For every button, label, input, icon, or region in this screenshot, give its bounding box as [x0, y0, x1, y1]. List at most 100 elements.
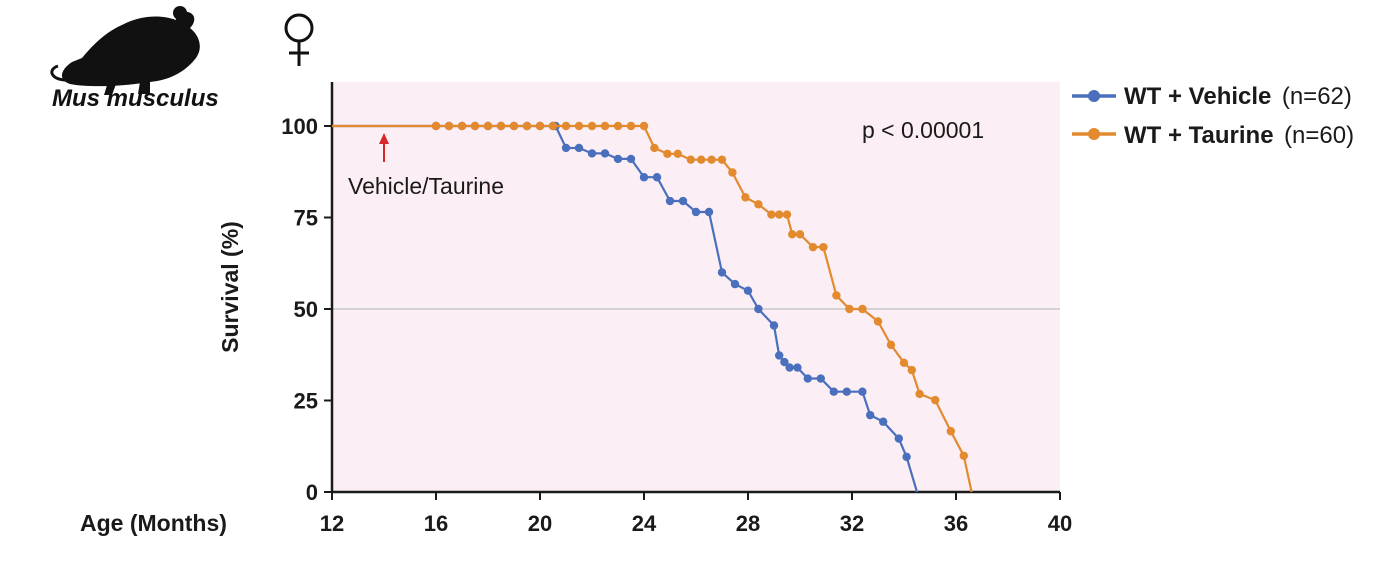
data-point: [470, 121, 480, 131]
data-point: [483, 121, 493, 131]
data-point: [866, 410, 875, 420]
data-point: [707, 155, 716, 164]
data-point: [845, 304, 854, 314]
legend-marker-vehicle: [1088, 90, 1100, 102]
data-point: [548, 121, 558, 131]
data-point: [907, 365, 916, 375]
data-point: [665, 196, 675, 206]
legend: WT + Vehicle (n=62) WT + Taurine (n=60): [1072, 83, 1354, 149]
y-tick-label: 0: [306, 480, 318, 505]
data-point: [574, 121, 584, 131]
data-point: [496, 121, 506, 131]
legend-marker-taurine: [1088, 128, 1100, 140]
data-point: [587, 121, 597, 131]
data-point: [873, 317, 883, 326]
y-tick-label: 25: [294, 389, 318, 414]
x-tick-label: 36: [944, 511, 968, 536]
data-point: [663, 149, 672, 159]
data-point: [775, 351, 784, 360]
legend-item-vehicle: WT + Vehicle (n=62): [1072, 83, 1352, 110]
legend-label-vehicle: WT + Vehicle: [1124, 83, 1271, 110]
data-point: [717, 155, 727, 164]
data-point: [600, 121, 610, 131]
data-point: [915, 389, 924, 399]
data-point: [785, 363, 794, 372]
data-point: [819, 242, 828, 252]
treatment-arrow: [379, 133, 389, 162]
data-point: [522, 121, 532, 131]
data-point: [816, 374, 825, 383]
data-point: [767, 210, 776, 219]
data-point: [788, 230, 797, 239]
axes: [330, 82, 1060, 494]
data-point: [535, 121, 545, 131]
data-point: [697, 155, 706, 164]
data-point: [858, 304, 867, 314]
data-point: [959, 451, 968, 460]
data-point: [931, 395, 940, 405]
data-point: [574, 143, 584, 153]
data-point: [894, 434, 903, 443]
data-point: [444, 121, 454, 131]
data-point: [678, 196, 688, 206]
series-layer: [332, 121, 973, 493]
data-point: [780, 357, 789, 367]
data-point: [879, 417, 888, 426]
svg-text:WT + Vehicle (n=62): WT + Vehicle (n=62): [1124, 83, 1352, 110]
data-point: [600, 149, 610, 158]
data-point: [673, 149, 682, 159]
data-point: [561, 143, 571, 153]
data-point: [457, 121, 467, 131]
x-tick-label: 12: [320, 511, 344, 536]
x-tick-label: 20: [528, 511, 552, 536]
treatment-label: Vehicle/Taurine: [348, 173, 504, 199]
x-tick-label: 32: [840, 511, 864, 536]
data-point: [842, 387, 851, 396]
x-tick-label: 16: [424, 511, 448, 536]
data-point: [886, 340, 896, 350]
data-point: [639, 121, 649, 131]
data-point: [431, 121, 441, 131]
data-point: [769, 321, 779, 330]
data-point: [741, 193, 750, 202]
data-point: [613, 154, 623, 164]
p-value-label: p < 0.00001: [862, 117, 984, 143]
data-point: [946, 427, 955, 436]
plot-background: [332, 82, 1060, 492]
legend-label-taurine: WT + Taurine: [1124, 122, 1274, 149]
data-point: [626, 121, 636, 131]
data-point: [730, 279, 740, 289]
data-point: [561, 121, 571, 131]
data-point: [829, 387, 838, 396]
legend-n-taurine: (n=60): [1284, 122, 1354, 149]
data-point: [743, 286, 753, 295]
data-point: [902, 452, 911, 462]
data-point: [704, 207, 714, 217]
data-point: [652, 173, 662, 182]
y-tick-label: 50: [294, 297, 318, 322]
y-tick-label: 75: [294, 206, 318, 231]
data-point: [832, 291, 841, 300]
x-tick-label: 28: [736, 511, 760, 536]
data-point: [775, 210, 784, 219]
data-point: [754, 304, 763, 314]
data-point: [728, 168, 737, 177]
series-taurine: [332, 121, 973, 493]
legend-item-taurine: WT + Taurine (n=60): [1072, 122, 1354, 149]
species-label: Mus musculus: [52, 85, 219, 112]
data-point: [509, 121, 519, 131]
x-axis-title: Age (Months): [80, 510, 227, 536]
x-tick-label: 24: [632, 511, 657, 536]
data-point: [782, 210, 792, 219]
x-axis-ticks: 12 16 20 24 28 32 36 40: [320, 492, 1072, 536]
female-symbol-icon: [284, 13, 314, 66]
data-point: [613, 121, 623, 131]
data-point: [795, 230, 805, 239]
y-tick-label: 100: [281, 114, 318, 139]
data-point: [808, 242, 818, 252]
x-tick-label: 40: [1048, 511, 1072, 536]
svg-text:WT + Taurine (n=60): WT + Taurine (n=60): [1124, 122, 1354, 149]
data-point: [793, 363, 802, 372]
data-point: [686, 155, 695, 164]
